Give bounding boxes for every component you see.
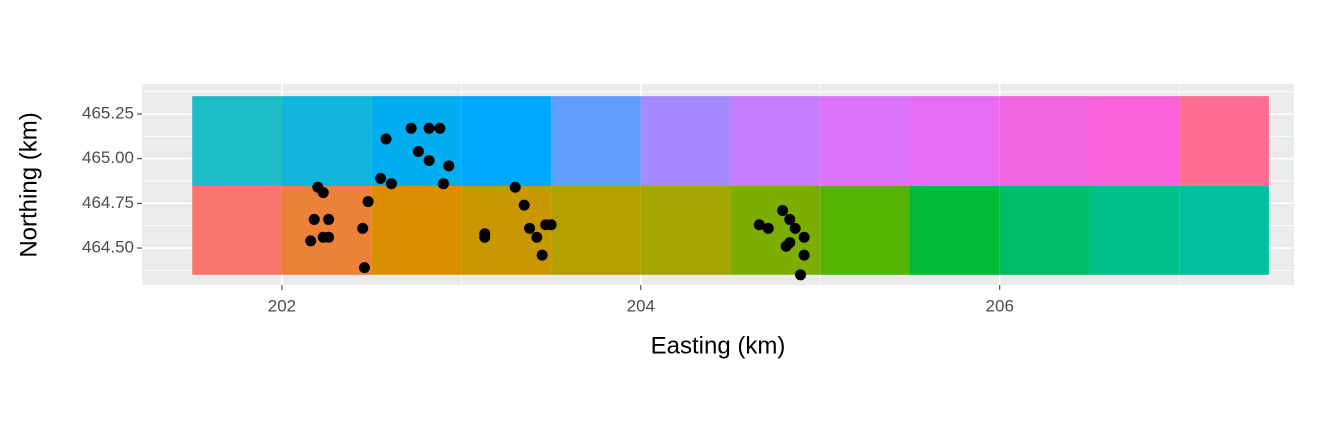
x-tick-label: 206 [986, 296, 1014, 315]
tile [640, 186, 731, 275]
point [308, 213, 320, 225]
point [479, 231, 491, 243]
x-tick-label: 202 [268, 296, 296, 315]
tile [192, 186, 282, 275]
tile [820, 96, 910, 187]
point [323, 231, 335, 243]
tile [1089, 186, 1180, 275]
tile [461, 96, 552, 187]
tile [640, 96, 731, 187]
point [443, 160, 455, 172]
point [359, 262, 371, 274]
tile [371, 186, 462, 275]
point [780, 240, 792, 252]
tile [281, 186, 372, 275]
y-tick-label: 465.25 [82, 104, 134, 123]
point [375, 172, 387, 184]
x-tick-label: 204 [627, 296, 655, 315]
y-tick-label: 465.00 [82, 148, 134, 167]
point [317, 187, 329, 199]
tile [730, 96, 821, 187]
point [362, 196, 374, 208]
point [405, 122, 417, 134]
tile [461, 186, 552, 275]
point [423, 122, 435, 134]
x-axis-title: Easting (km) [651, 332, 786, 359]
point [784, 213, 796, 225]
y-tick-label: 464.75 [82, 193, 134, 212]
tile [910, 186, 1000, 275]
point [798, 231, 810, 243]
point [524, 222, 536, 234]
y-tick-label: 464.50 [82, 238, 134, 257]
point [777, 204, 789, 216]
point [434, 122, 446, 134]
tile [1089, 96, 1180, 187]
point [753, 219, 765, 231]
point [531, 231, 543, 243]
tile [730, 186, 821, 275]
point [509, 181, 521, 193]
point [536, 249, 548, 261]
point [305, 235, 317, 247]
point [789, 222, 801, 234]
tile [551, 186, 641, 275]
y-axis-title: Northing (km) [15, 112, 42, 257]
tile [1179, 186, 1269, 275]
point [518, 199, 530, 211]
point [412, 146, 424, 158]
point [762, 222, 774, 234]
point [423, 154, 435, 166]
tile [551, 96, 641, 187]
point [437, 178, 449, 190]
point [545, 219, 557, 231]
point [385, 178, 397, 190]
point [795, 269, 807, 281]
point [357, 222, 369, 234]
tile [1179, 96, 1269, 187]
tile [999, 96, 1090, 187]
tile [281, 96, 372, 187]
point [798, 249, 810, 261]
point [380, 133, 392, 145]
tile [192, 96, 282, 187]
tile [999, 186, 1090, 275]
point [323, 213, 335, 225]
tile [910, 96, 1000, 187]
tile [820, 186, 910, 275]
